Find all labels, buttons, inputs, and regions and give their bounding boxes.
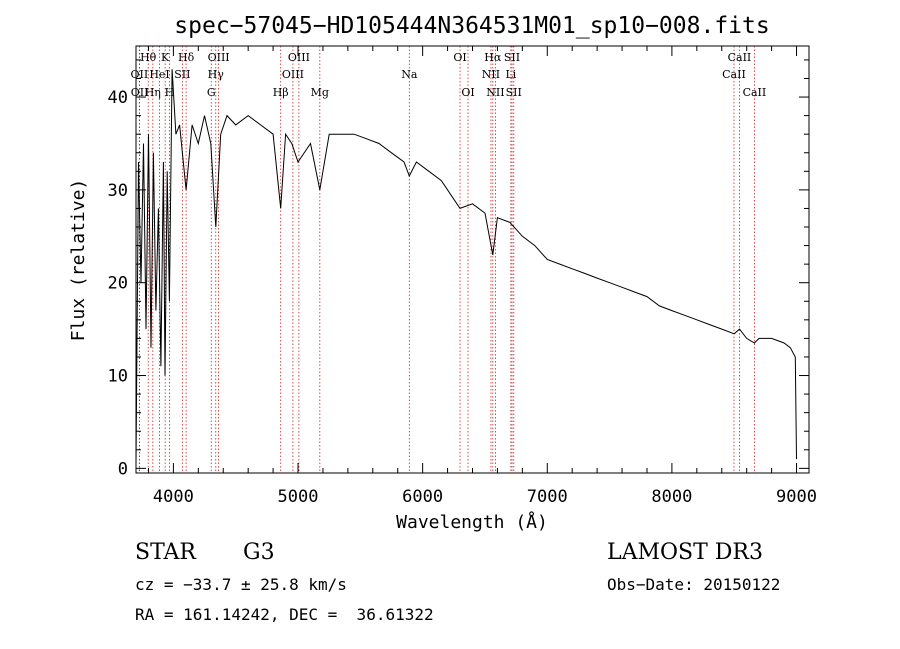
line-label: OIII [288,51,310,64]
line-label: NII [482,68,500,81]
line-label: Hθ [140,51,157,64]
y-tick-label: 20 [108,274,128,294]
line-label: Hγ [208,68,225,81]
line-label: OII [131,68,149,81]
emission-line-labels: Hθ OII OII K HeI Hη H Hδ SII OIII Hγ G Hβ OIII OIII Mg N… [131,51,767,99]
line-label: OII [131,86,149,99]
observation-date: Obs−Date: 20150122 [607,575,781,594]
line-label: Mg [311,86,329,99]
object-class: STAR [135,540,196,565]
redshift-velocity: cz = −33.7 ± 25.8 km/s [135,575,347,594]
line-label: CaII [743,86,767,99]
line-label: H [165,86,175,99]
line-label: Hβ [273,86,289,99]
line-label: CaII [728,51,752,64]
line-label: K [161,51,170,64]
x-axis-label: Wavelength (Å) [396,511,548,533]
survey-name: LAMOST DR3 [607,540,763,565]
line-label: NII [486,86,504,99]
y-tick-label: 10 [108,367,128,387]
line-label: OIII [282,68,304,81]
plot-frame [135,45,810,474]
y-tick-label: 0 [118,459,128,479]
line-label: OIII [208,51,230,64]
line-label: SII [506,86,522,99]
y-tick-label: 30 [108,181,128,201]
line-label: Hη [145,86,161,99]
x-tick-label: 4000 [153,487,194,507]
x-tick-label: 5000 [278,487,319,507]
line-label: G [207,86,216,99]
line-label: Hδ [178,51,195,64]
y-tick-label: 40 [108,88,128,108]
line-label: HeI [149,68,169,81]
x-tick-label: 9000 [776,487,817,507]
line-label: OI [461,86,474,99]
x-tick-label: 7000 [527,487,568,507]
line-label: SII [174,68,190,81]
line-label: Li [505,68,516,81]
x-tick-label: 6000 [402,487,443,507]
emission-line-markers [138,46,755,473]
line-label: CaII [722,68,746,81]
x-tick-label: 8000 [651,487,692,507]
spectrum-chart: spec−57045−HD105444N364531M01_sp10−008.f… [68,13,817,533]
y-axis-label: Flux (relative) [68,179,89,342]
object-subclass: G3 [243,540,275,565]
y-axis-ticks: 0 10 20 30 40 [108,59,809,479]
line-label: Hα [484,51,502,64]
line-label: Na [401,68,418,81]
line-label: OI [453,51,466,64]
x-axis-ticks: 4000 5000 6000 7000 8000 9000 [147,46,817,507]
chart-title: spec−57045−HD105444N364531M01_sp10−008.f… [174,13,769,39]
line-label: SII [504,51,520,64]
coordinates: RA = 161.14242, DEC = 36.61322 [135,605,434,624]
spectrum-line [135,69,797,464]
